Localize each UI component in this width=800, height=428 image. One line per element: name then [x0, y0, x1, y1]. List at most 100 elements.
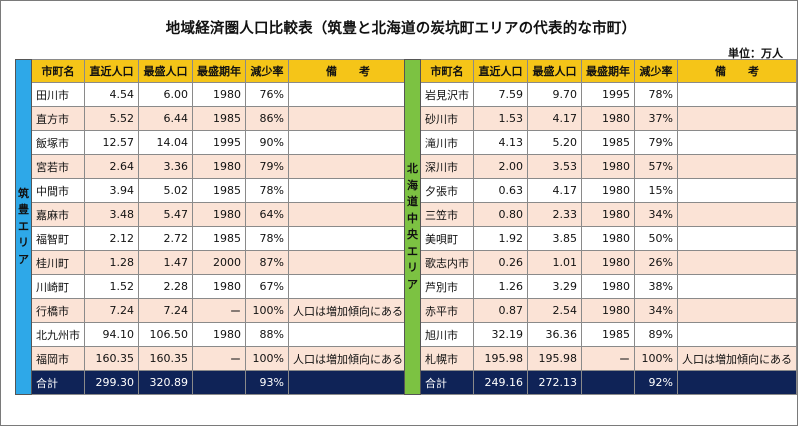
note-cell: [677, 82, 797, 107]
peak-population-cell: 195.98: [527, 346, 582, 371]
table-row: 中間市 3.94 5.02 1985 78%: [16, 178, 408, 203]
region-label-text: 筑豊エリア: [18, 186, 29, 266]
table-row: 旭川市 32.19 36.36 1985 89%: [405, 322, 797, 347]
peak-population-cell: 3.36: [138, 154, 193, 179]
peak-population-cell: 106.50: [138, 322, 193, 347]
decline-rate-cell: 78%: [245, 178, 289, 203]
peak-year-cell: 1980: [581, 274, 635, 299]
note-cell: [677, 106, 797, 131]
note-cell: [677, 202, 797, 227]
peak-population-cell: 36.36: [527, 322, 582, 347]
total-decline-rate-cell: 92%: [634, 370, 678, 395]
table-row: 滝川市 4.13 5.20 1985 79%: [405, 130, 797, 155]
decline-rate-cell: 50%: [634, 226, 678, 251]
peak-year-cell: 1980: [581, 154, 635, 179]
city-name-cell: 赤平市: [420, 298, 474, 323]
city-name-cell: 北九州市: [31, 322, 85, 347]
current-population-cell: 0.63: [473, 178, 528, 203]
table-row: 三笠市 0.80 2.33 1980 34%: [405, 202, 797, 227]
current-population-cell: 160.35: [84, 346, 139, 371]
decline-rate-cell: 57%: [634, 154, 678, 179]
decline-rate-cell: 90%: [245, 130, 289, 155]
peak-population-cell: 3.85: [527, 226, 582, 251]
city-name-cell: 岩見沢市: [420, 82, 474, 107]
table-row: 行橋市 7.24 7.24 ー 100% 人口は増加傾向にある: [16, 298, 408, 323]
peak-population-cell: 4.17: [527, 106, 582, 131]
table-row: 赤平市 0.87 2.54 1980 34%: [405, 298, 797, 323]
column-header-city-name: 市町名: [31, 59, 85, 83]
decline-rate-cell: 100%: [634, 346, 678, 371]
header-row: 筑豊エリア 市町名 直近人口 最盛人口 最盛期年 減少率備 考: [15, 59, 408, 395]
city-name-cell: 歌志内市: [420, 250, 474, 275]
note-cell: [288, 154, 408, 179]
hokkaido-table: 北海道中央エリア 市町名 直近人口 最盛人口 最盛期年 減少率備 考岩見沢市 7.59 9.7…: [404, 59, 797, 395]
note-cell: [677, 274, 797, 299]
peak-year-cell: 1995: [581, 82, 635, 107]
current-population-cell: 2.00: [473, 154, 528, 179]
total-city-name-cell: 合計: [420, 370, 474, 395]
current-population-cell: 0.26: [473, 250, 528, 275]
total-current-population-cell: 299.30: [84, 370, 139, 395]
peak-year-cell: 1980: [581, 226, 635, 251]
column-header-city-name: 市町名: [420, 59, 474, 83]
column-header-current-population: 直近人口: [473, 59, 528, 83]
total-city-name-cell: 合計: [31, 370, 85, 395]
note-cell: [677, 322, 797, 347]
decline-rate-cell: 88%: [245, 322, 289, 347]
peak-year-cell: 1985: [581, 322, 635, 347]
peak-year-cell: 1980: [581, 298, 635, 323]
unit-label: 単位：万人: [728, 47, 783, 60]
table-row: 深川市 2.00 3.53 1980 57%: [405, 154, 797, 179]
peak-year-cell: 2000: [192, 250, 246, 275]
current-population-cell: 1.52: [84, 274, 139, 299]
current-population-cell: 1.92: [473, 226, 528, 251]
table-row: 飯塚市 12.57 14.04 1995 90%: [16, 130, 408, 155]
current-population-cell: 4.54: [84, 82, 139, 107]
note-cell: 人口は増加傾向にある: [288, 346, 408, 371]
city-name-cell: 滝川市: [420, 130, 474, 155]
column-header-note: 備 考: [288, 59, 408, 83]
peak-year-cell: 1980: [581, 178, 635, 203]
current-population-cell: 4.13: [473, 130, 528, 155]
total-peak-population-cell: 320.89: [138, 370, 193, 395]
column-header-peak-population: 最盛人口: [527, 59, 582, 83]
column-header-note: 備 考: [677, 59, 797, 83]
note-cell: [288, 130, 408, 155]
total-decline-rate-cell: 93%: [245, 370, 289, 395]
peak-year-cell: 1980: [581, 106, 635, 131]
decline-rate-cell: 78%: [634, 82, 678, 107]
city-name-cell: 深川市: [420, 154, 474, 179]
city-name-cell: 砂川市: [420, 106, 474, 131]
decline-rate-cell: 79%: [634, 130, 678, 155]
decline-rate-cell: 78%: [245, 226, 289, 251]
peak-population-cell: 7.24: [138, 298, 193, 323]
table-row: 夕張市 0.63 4.17 1980 15%: [405, 178, 797, 203]
peak-population-cell: 2.54: [527, 298, 582, 323]
page-title: 地域経済圏人口比較表（筑豊と北海道の炭坑町エリアの代表的な市町）: [165, 21, 637, 37]
total-note-cell: [288, 370, 408, 395]
table-row: 川崎町 1.52 2.28 1980 67%: [16, 274, 408, 299]
peak-year-cell: 1985: [192, 106, 246, 131]
current-population-cell: 2.64: [84, 154, 139, 179]
peak-population-cell: 2.28: [138, 274, 193, 299]
current-population-cell: 7.59: [473, 82, 528, 107]
column-header-peak-population: 最盛人口: [138, 59, 193, 83]
decline-rate-cell: 79%: [245, 154, 289, 179]
city-name-cell: 飯塚市: [31, 130, 85, 155]
peak-population-cell: 3.29: [527, 274, 582, 299]
peak-population-cell: 6.44: [138, 106, 193, 131]
current-population-cell: 1.28: [84, 250, 139, 275]
city-name-cell: 桂川町: [31, 250, 85, 275]
region-label-text: 北海道中央エリア: [407, 162, 418, 291]
city-name-cell: 札幌市: [420, 346, 474, 371]
table-row: 桂川町 1.28 1.47 2000 87%: [16, 250, 408, 275]
city-name-cell: 福岡市: [31, 346, 85, 371]
decline-rate-cell: 100%: [245, 346, 289, 371]
table-row: 歌志内市 0.26 1.01 1980 26%: [405, 250, 797, 275]
column-header-decline-rate: 減少率: [634, 59, 678, 83]
note-cell: [288, 250, 408, 275]
city-name-cell: 芦別市: [420, 274, 474, 299]
current-population-cell: 1.26: [473, 274, 528, 299]
peak-year-cell: 1980: [581, 250, 635, 275]
note-cell: 人口は増加傾向にある: [288, 298, 408, 323]
